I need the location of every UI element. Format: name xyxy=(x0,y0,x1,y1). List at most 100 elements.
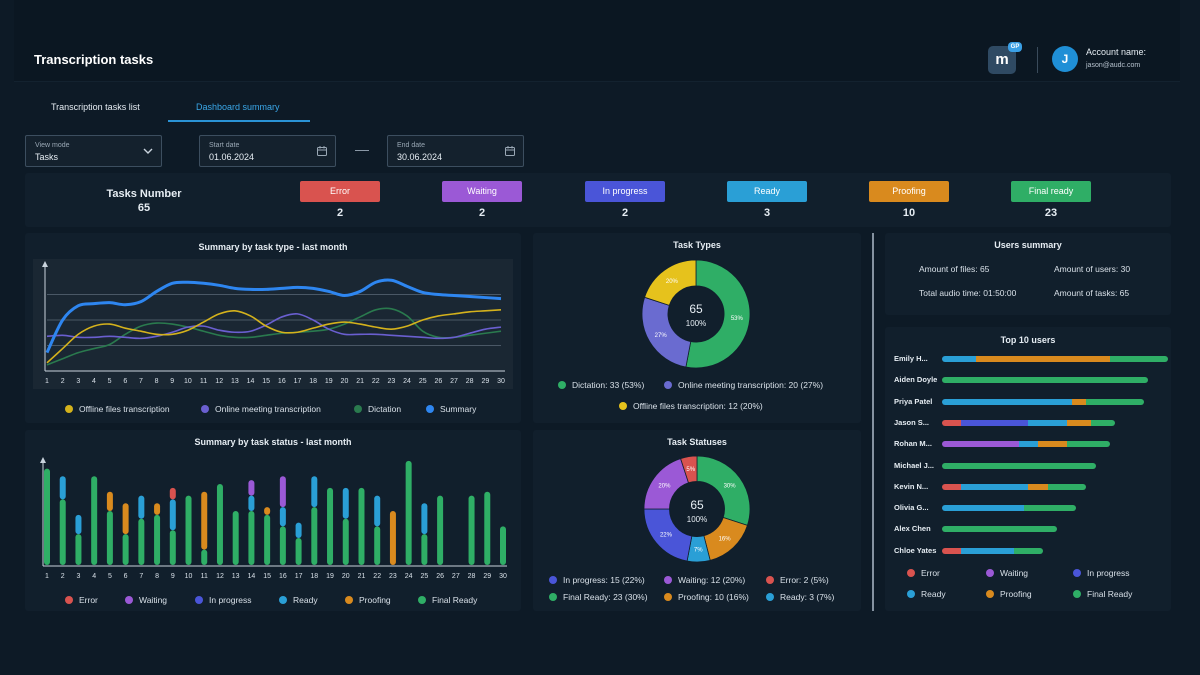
x-tick-label: 8 xyxy=(155,378,159,385)
task-statuses-legend-final-ready-23-30: Final Ready: 23 (30%) xyxy=(549,592,648,602)
task-statuses-legend-ready-3-7: Ready: 3 (7%) xyxy=(766,592,834,602)
view-mode-select[interactable]: View mode Tasks xyxy=(25,135,162,167)
x-tick-label: 23 xyxy=(388,378,396,385)
bar-segment-final-ready xyxy=(1066,441,1110,448)
series-line-online-meeting-transcription xyxy=(46,312,502,340)
bar-segment-final-ready xyxy=(942,526,1058,533)
legend-label: In progress xyxy=(1087,568,1130,578)
x-tick-label: 14 xyxy=(248,573,256,580)
legend-label: Ready xyxy=(293,595,318,605)
legend-label: Proofing xyxy=(1000,589,1032,599)
status-pill-error[interactable]: Error xyxy=(300,181,380,202)
status-count-waiting: 2 xyxy=(478,207,486,219)
legend-label: Error: 2 (5%) xyxy=(780,575,829,585)
task-statuses-center-pct: 100% xyxy=(686,515,708,524)
status-pill-waiting[interactable]: Waiting xyxy=(442,181,522,202)
status-count-ready: 3 xyxy=(763,207,771,219)
x-tick-label: 1 xyxy=(45,573,49,580)
x-tick-label: 20 xyxy=(342,573,350,580)
bar-segment-proofing xyxy=(106,491,113,511)
x-tick-label: 21 xyxy=(358,573,366,580)
x-tick-label: 9 xyxy=(170,378,174,385)
task-types-center-pct: 100% xyxy=(685,319,707,328)
legend-dot xyxy=(619,402,627,410)
status-pill-ready[interactable]: Ready xyxy=(727,181,807,202)
donut-slice-label: 30% xyxy=(724,483,737,489)
bar-segment-waiting xyxy=(248,480,255,496)
donut-slice-label: 27% xyxy=(655,333,668,339)
chevron-down-icon xyxy=(143,148,153,154)
bar-legend-in-progress: In progress xyxy=(195,595,252,605)
donut-slice-dictation xyxy=(685,259,751,369)
legend-label: Ready xyxy=(921,589,946,599)
x-tick-label: 29 xyxy=(483,573,491,580)
end-date-value: 30.06.2024 xyxy=(397,152,443,162)
top-users-legend-ready: Ready xyxy=(907,589,946,599)
x-tick-label: 12 xyxy=(216,573,224,580)
bar-segment-final-ready xyxy=(169,530,176,565)
bar-segment-ready xyxy=(961,483,1029,490)
bar-segment-final-ready xyxy=(374,526,381,565)
top-user-name: Olivia G... xyxy=(894,503,929,513)
status-pill-final-ready[interactable]: Final ready xyxy=(1011,181,1091,202)
start-date-value: 01.06.2024 xyxy=(209,152,255,162)
bar-segment-final-ready xyxy=(122,534,129,565)
legend-label: Offline files transcription xyxy=(79,404,170,414)
top-user-name: Kevin N... xyxy=(894,481,929,491)
account-name-label: Account name: xyxy=(1086,47,1147,57)
legend-dot xyxy=(664,381,672,389)
calendar-icon[interactable] xyxy=(504,145,516,157)
x-tick-label: 10 xyxy=(185,573,193,580)
avatar[interactable]: J xyxy=(1052,46,1078,72)
bar-segment-final-ready xyxy=(358,487,365,565)
bar-segment-final-ready xyxy=(942,377,1149,384)
line-legend-summary: Summary xyxy=(426,404,476,414)
line-legend-online-meeting-transcription: Online meeting transcription xyxy=(201,404,321,414)
bar-segment-waiting xyxy=(279,476,286,508)
legend-label: Ready: 3 (7%) xyxy=(780,592,835,602)
calendar-icon[interactable] xyxy=(316,145,328,157)
start-date-label: Start date xyxy=(209,142,240,149)
x-tick-label: 16 xyxy=(279,573,287,580)
bar-segment-ready xyxy=(59,476,66,500)
end-date-field[interactable]: End date 30.06.2024 xyxy=(387,135,524,167)
donut-slice-offline-files-transcription xyxy=(644,259,697,306)
bar-segment-in-progress xyxy=(961,419,1029,426)
x-tick-label: 27 xyxy=(452,573,460,580)
top-user-bar xyxy=(942,483,1086,490)
legend-label: Proofing xyxy=(359,595,391,605)
top-user-bar xyxy=(942,547,1043,554)
view-mode-label: View mode xyxy=(35,142,70,149)
amount-of-tasks: Amount of tasks: 65 xyxy=(1054,288,1130,298)
x-tick-label: 17 xyxy=(294,378,302,385)
bar-segment-ready xyxy=(942,505,1024,512)
status-count-proofing: 10 xyxy=(902,207,916,219)
x-tick-label: 6 xyxy=(123,378,127,385)
x-tick-label: 15 xyxy=(263,573,271,580)
status-pill-proofing[interactable]: Proofing xyxy=(869,181,949,202)
tab-dashboard-summary[interactable]: Dashboard summary xyxy=(196,102,280,112)
bar-segment-final-ready xyxy=(91,476,98,565)
tab-transcription-tasks-list[interactable]: Transcription tasks list xyxy=(51,102,140,112)
legend-dot xyxy=(65,596,73,604)
start-date-field[interactable]: Start date 01.06.2024 xyxy=(199,135,336,167)
legend-label: In progress xyxy=(209,595,252,605)
x-tick-label: 10 xyxy=(184,378,192,385)
status-pill-in-progress[interactable]: In progress xyxy=(585,181,665,202)
donut-slice-label: 5% xyxy=(686,467,695,473)
bar-segment-ready xyxy=(1018,441,1038,448)
bar-segment-final-ready xyxy=(437,495,444,565)
x-tick-label: 8 xyxy=(155,573,159,580)
bar-chart: 1 2 3 4 5 6 7 8 9 10 11 12 13 14 15 16 17 18 19 20 21 22 23 24 2… xyxy=(40,457,507,580)
x-tick-label: 26 xyxy=(434,378,442,385)
legend-label: In progress: 15 (22%) xyxy=(563,575,645,585)
bar-segment-final-ready xyxy=(1109,356,1168,362)
date-range-separator xyxy=(355,150,369,151)
top-user-bar xyxy=(942,398,1144,405)
bar-segment-final-ready xyxy=(421,534,428,565)
task-statuses-donut: 30% 16% 7% 22% 20% 5% xyxy=(643,455,751,563)
task-statuses-title: Task Statuses xyxy=(667,437,727,447)
top-user-bar xyxy=(942,526,1058,533)
task-statuses-legend-error-2-5: Error: 2 (5%) xyxy=(766,575,829,585)
x-tick-label: 9 xyxy=(171,573,175,580)
